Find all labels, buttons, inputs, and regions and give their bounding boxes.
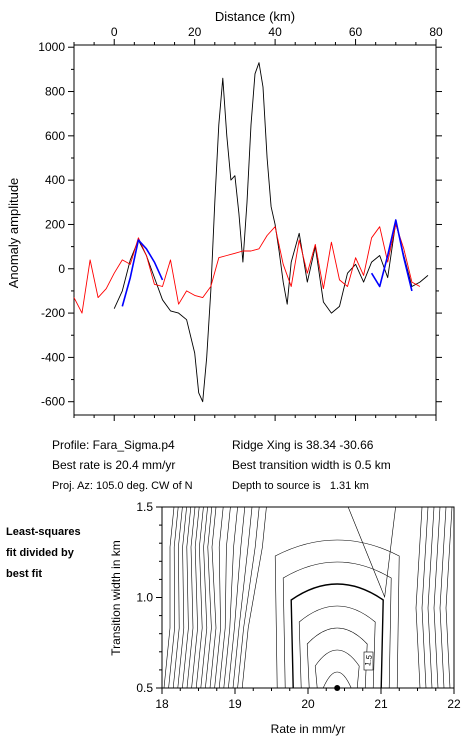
contour-line <box>241 506 267 689</box>
profile-chart: 0 20 40 60 80 -600 -400 -200 0 200 400 600 800 1000 D… <box>6 9 443 421</box>
best-fit-point <box>334 685 341 691</box>
side-note-line: Least-squares <box>6 526 81 538</box>
contour-x-tick-label: 20 <box>301 697 315 711</box>
profile-y-axis-title: Anomaly amplitude <box>6 178 21 289</box>
contour-axes: 18 19 20 21 22 0.5 1.0 1.5 <box>136 500 461 711</box>
contour-line <box>433 506 441 689</box>
profile-x-axis-title: Distance (km) <box>215 9 295 24</box>
contour-y-tick-label: 0.5 <box>136 681 153 695</box>
profile-series-line <box>370 219 413 292</box>
contour-line <box>298 605 376 689</box>
side-note: Least-squares fit divided by best fit <box>6 522 106 585</box>
profile-x-tick-label: 80 <box>429 25 443 39</box>
contour-line <box>163 506 175 689</box>
contour-level-text: 1.5 <box>363 654 374 667</box>
contour-line <box>168 506 179 689</box>
contour-line <box>172 506 183 689</box>
contour-line <box>205 506 213 689</box>
contour-line <box>314 649 360 689</box>
profile-series-line <box>121 239 164 307</box>
profile-x-tick-label: 20 <box>188 25 202 39</box>
contour-line <box>421 506 429 689</box>
profile-y-tick-label: 400 <box>45 173 65 187</box>
side-note-line: best fit <box>6 568 43 580</box>
contour-x-tick-label: 22 <box>447 697 461 711</box>
profile-y-tick-label: -200 <box>41 306 65 320</box>
contour-line <box>282 561 392 689</box>
contour-line <box>223 506 238 689</box>
best-rate: Best rate is 20.4 mm/yr <box>52 458 176 472</box>
contour-y-axis-title: Transition width in km <box>109 540 123 656</box>
profile-series <box>73 62 429 403</box>
contour-lines <box>163 506 453 689</box>
profile-y-tick-label: 200 <box>45 217 65 231</box>
contour-y-tick-label: 1.5 <box>136 500 153 514</box>
ridge-crossing: Ridge Xing is 38.34 -30.66 <box>232 438 374 452</box>
contour-line <box>306 627 368 689</box>
contour-line <box>427 506 435 689</box>
contour-line <box>274 539 400 689</box>
profile-axes: 0 20 40 60 80 -600 -400 -200 0 200 400 600 800 1000 <box>38 25 443 421</box>
contour-line <box>415 506 423 689</box>
contour-line <box>200 506 208 689</box>
contour-x-tick-label: 21 <box>374 697 388 711</box>
contour-line <box>195 506 204 689</box>
contour-line <box>445 506 453 689</box>
profile-y-tick-label: -400 <box>41 350 65 364</box>
contour-x-axis-title: Rate in mm/yr <box>271 722 346 736</box>
contour-line <box>218 506 231 689</box>
contour-line <box>237 506 260 689</box>
contour-x-tick-label: 18 <box>155 697 169 711</box>
contour-line <box>191 506 200 689</box>
profile-x-tick-label: 60 <box>349 25 363 39</box>
profile-y-tick-label: 0 <box>58 262 65 276</box>
profile-series-line <box>113 62 429 403</box>
contour-level-label: 1.5 <box>363 651 374 671</box>
contour-line <box>182 506 192 689</box>
profile-series-line <box>73 224 421 314</box>
contour-y-tick-label: 1.0 <box>136 591 153 605</box>
profile-y-tick-label: -600 <box>41 395 65 409</box>
contour-line <box>347 506 396 599</box>
depth-to-source: Depth to source is 1.31 km <box>232 480 369 492</box>
contour-line <box>228 506 246 689</box>
contour-line <box>232 506 253 689</box>
contour-line <box>439 506 447 689</box>
projection-azimuth: Proj. Az: 105.0 deg. CW of N <box>52 480 193 492</box>
contour-line <box>209 506 217 689</box>
profile-y-tick-label: 800 <box>45 85 65 99</box>
contour-line <box>186 506 196 689</box>
profile-y-tick-label: 600 <box>45 129 65 143</box>
profile-name: Profile: Fara_Sigma.p4 <box>52 438 175 452</box>
profile-y-tick-label: 1000 <box>38 40 65 54</box>
contour-line <box>322 671 352 689</box>
profile-x-tick-label: 0 <box>111 25 118 39</box>
side-note-line: fit divided by <box>6 547 74 559</box>
fit-contour-chart: 18 19 20 21 22 0.5 1.0 1.5 1.5 Rate in mm/yr Tr… <box>109 500 461 736</box>
best-transition-width: Best transition width is 0.5 km <box>232 458 391 472</box>
contour-line <box>290 583 384 689</box>
contour-x-tick-label: 19 <box>228 697 242 711</box>
contour-line <box>214 506 224 689</box>
profile-x-tick-label: 40 <box>268 25 282 39</box>
contour-line <box>177 506 187 689</box>
profile-plot-frame <box>73 44 437 416</box>
